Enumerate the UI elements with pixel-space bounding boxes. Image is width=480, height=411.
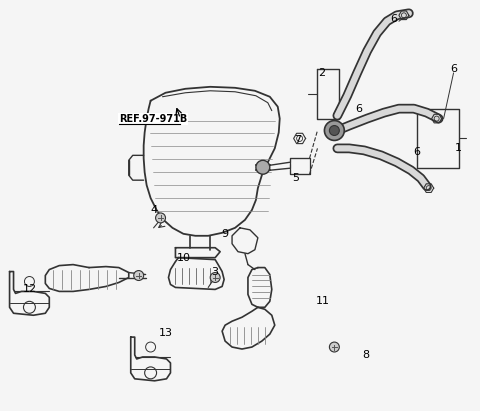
Text: 2: 2 <box>318 68 325 78</box>
Circle shape <box>324 120 344 141</box>
Circle shape <box>256 160 270 174</box>
Circle shape <box>210 272 220 282</box>
Text: 6: 6 <box>450 64 457 74</box>
Text: 6: 6 <box>356 104 363 114</box>
Text: 10: 10 <box>176 253 191 263</box>
Text: 12: 12 <box>23 284 36 294</box>
Text: 7: 7 <box>294 136 301 145</box>
Text: 5: 5 <box>292 173 299 183</box>
Circle shape <box>329 125 339 136</box>
Text: 9: 9 <box>222 229 228 239</box>
Circle shape <box>134 270 144 280</box>
Text: 6: 6 <box>413 148 420 157</box>
Text: 1: 1 <box>455 143 462 153</box>
Circle shape <box>329 342 339 352</box>
Text: 3: 3 <box>212 267 219 277</box>
Text: 8: 8 <box>362 350 370 360</box>
Text: 11: 11 <box>315 296 329 306</box>
Text: 13: 13 <box>158 328 172 338</box>
Circle shape <box>156 213 166 223</box>
Text: REF.97-971B: REF.97-971B <box>119 113 187 124</box>
Text: 6: 6 <box>390 14 397 24</box>
Text: 4: 4 <box>150 205 157 215</box>
